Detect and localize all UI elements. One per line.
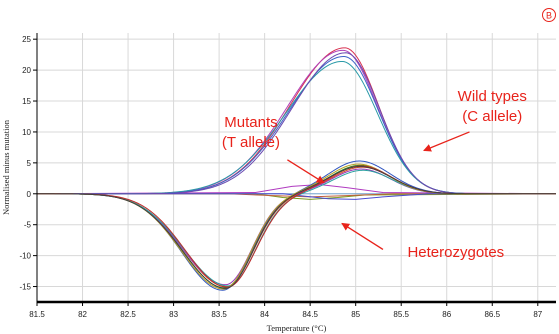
y-tick-label-0: 25 — [22, 35, 31, 44]
annotation-label-2: Wild types — [458, 88, 527, 105]
annotation-label-0: Mutants — [224, 114, 277, 131]
y-tick-label-5: 0 — [27, 190, 32, 199]
panel-label-text: B — [546, 10, 552, 20]
x-tick-label-6: 84.5 — [302, 310, 318, 319]
x-tick-label-8: 85.5 — [393, 310, 409, 319]
x-tick-label-11: 87 — [533, 310, 542, 319]
curve-group — [37, 47, 556, 291]
annotation-label-3: (C allele) — [462, 108, 522, 125]
y-tick-label-6: -5 — [24, 221, 32, 230]
x-axis-ticks: 81.5 82 82.5 83 83.5 84 84.5 85 85.5 86 86.5 87 — [29, 302, 543, 319]
y-tick-label-3: 10 — [22, 128, 31, 137]
y-axis-ticks: 25 20 15 10 5 0 -5 -10 -15 — [19, 35, 37, 292]
y-tick-label-1: 20 — [22, 66, 31, 75]
x-axis-title: Temperature (°C) — [267, 323, 327, 333]
y-tick-label-7: -10 — [19, 252, 31, 261]
series-heterozygote-12 — [37, 166, 556, 289]
x-tick-label-10: 86.5 — [484, 310, 500, 319]
annotation-arrow-2 — [341, 222, 384, 250]
x-tick-label-7: 85 — [351, 310, 360, 319]
series-mutant-16 — [37, 193, 556, 200]
x-tick-label-0: 81.5 — [29, 310, 45, 319]
x-tick-label-1: 82 — [78, 310, 87, 319]
x-tick-label-3: 83 — [169, 310, 178, 319]
x-tick-label-2: 82.5 — [120, 310, 136, 319]
y-axis-title: Normalised minus mutation — [1, 119, 11, 215]
x-tick-label-4: 83.5 — [211, 310, 227, 319]
annotation-arrows — [287, 131, 470, 250]
x-tick-label-5: 84 — [260, 310, 269, 319]
y-tick-label-4: 5 — [27, 159, 32, 168]
grid-lines — [36, 33, 556, 302]
annotation-label-4: Heterozygotes — [407, 244, 504, 261]
annotation-arrow-0 — [287, 159, 325, 184]
plot-area — [37, 33, 556, 302]
y-tick-label-2: 15 — [22, 97, 31, 106]
axes — [36, 33, 556, 304]
y-tick-label-8: -15 — [19, 283, 31, 292]
annotation-arrow-1 — [423, 131, 470, 152]
x-tick-label-9: 86 — [442, 310, 451, 319]
panel-label: B — [542, 8, 556, 22]
annotation-label-1: (T allele) — [222, 134, 280, 151]
annotations: Mutants (T allele) Wild types (C allele) Het… — [222, 88, 527, 261]
